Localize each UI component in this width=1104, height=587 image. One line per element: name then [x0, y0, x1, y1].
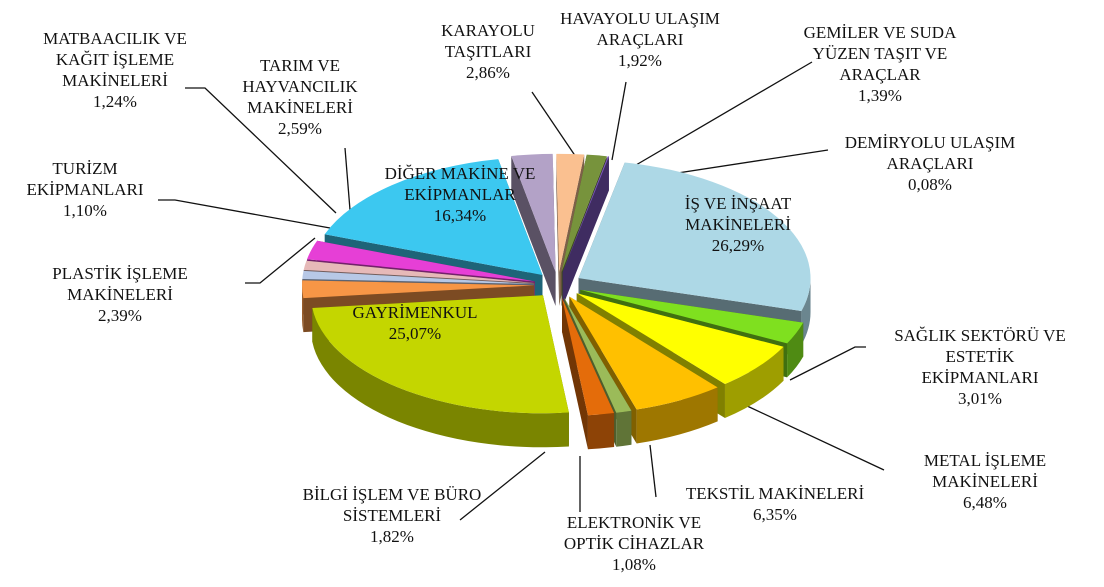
leader — [459, 451, 546, 521]
slice-label: ELEKTRONİK VE OPTİK CİHAZLAR 1,08% — [559, 512, 709, 575]
slice-label: KARAYOLU TAŞITLARI 2,86% — [413, 20, 563, 83]
value-label: 6,48% — [963, 493, 1007, 512]
value-label: 2,59% — [278, 119, 322, 138]
leader — [245, 237, 316, 284]
slice-top — [578, 162, 811, 311]
slice-top — [569, 296, 718, 410]
slice-label: TURİZM EKİPMANLARI 1,10% — [15, 158, 155, 221]
slice-label: SAĞLIK SEKTÖRÜ VE ESTETİK EKİPMANLARI 3,0… — [890, 325, 1070, 409]
slice-side — [787, 322, 804, 378]
value-label: 26,29% — [711, 236, 765, 255]
value-label: 16,34% — [433, 206, 487, 225]
slice-top — [302, 280, 535, 299]
slice-top — [580, 289, 804, 344]
slice-top — [307, 240, 535, 282]
category-label: METAL İŞLEME MAKİNELERİ — [923, 451, 1047, 491]
slice — [562, 156, 609, 307]
slice-top — [576, 293, 784, 385]
slice-side — [801, 278, 811, 345]
slice-label: GAYRİMENKUL 25,07% — [335, 302, 495, 344]
slice-label: İŞ VE İNŞAAT MAKİNELERİ 26,29% — [653, 193, 823, 256]
leader — [649, 444, 657, 498]
slice-face — [562, 156, 609, 307]
slice-label: MATBAACILIK VE KAĞIT İŞLEME MAKİNELERİ 1,… — [15, 28, 215, 112]
slice-top — [562, 156, 609, 273]
value-label: 1,10% — [63, 201, 107, 220]
slice-label: TEKSTİL MAKİNELERİ 6,35% — [650, 483, 900, 525]
category-label: TARIM VE HAYVANCILIK MAKİNELERİ — [242, 56, 358, 117]
slice-label: BİLGİ İŞLEM VE BÜRO SİSTEMLERİ 1,82% — [267, 484, 517, 547]
slice-top — [324, 159, 543, 275]
slice-label: DEMİRYOLU ULAŞIM ARAÇLARI 0,08% — [830, 132, 1030, 195]
category-label: ELEKTRONİK VE OPTİK CİHAZLAR — [563, 513, 705, 553]
value-label: 2,39% — [98, 306, 142, 325]
slice-top — [564, 297, 632, 413]
slice-side — [587, 413, 615, 450]
value-label: 25,07% — [388, 324, 442, 343]
value-label: 1,39% — [858, 86, 902, 105]
slice-label: METAL İŞLEME MAKİNELERİ 6,48% — [910, 450, 1060, 513]
slice-top — [303, 260, 535, 284]
leader — [185, 87, 337, 214]
slice-label: PLASTİK İŞLEME MAKİNELERİ 2,39% — [20, 263, 220, 326]
slice-label: HAVAYOLU ULAŞIM ARAÇLARI 1,92% — [540, 8, 740, 71]
category-label: MATBAACILIK VE KAĞIT İŞLEME MAKİNELERİ — [43, 29, 187, 90]
value-label: 0,08% — [908, 175, 952, 194]
slice-side — [312, 307, 569, 448]
slice-top — [562, 298, 615, 416]
value-label: 1,82% — [370, 527, 414, 546]
leader-lines — [158, 61, 885, 521]
category-label: SAĞLIK SEKTÖRÜ VE ESTETİK EKİPMANLARI — [894, 326, 1066, 387]
slice-label: DİĞER MAKİNE VE EKİPMANLAR 16,34% — [370, 163, 550, 226]
slice-label: GEMİLER VE SUDA YÜZEN TAŞIT VE ARAÇLAR 1,… — [790, 22, 970, 106]
slice-top — [312, 295, 569, 414]
slice-top — [556, 153, 585, 272]
category-label: GAYRİMENKUL — [352, 303, 478, 322]
value-label: 1,92% — [618, 51, 662, 70]
leader — [744, 404, 885, 471]
slice-face — [556, 153, 560, 306]
value-label: 3,01% — [958, 389, 1002, 408]
leader — [158, 199, 331, 229]
slice-top — [302, 270, 535, 284]
slice-top — [561, 154, 607, 272]
slice-face — [511, 156, 556, 306]
category-label: KARAYOLU TAŞITLARI — [441, 21, 535, 61]
slice — [562, 298, 615, 450]
category-label: İŞ VE İNŞAAT MAKİNELERİ — [684, 194, 792, 234]
slice-side — [636, 387, 718, 444]
leader — [344, 147, 351, 211]
slice-label: TARIM VE HAYVANCILIK MAKİNELERİ 2,59% — [210, 55, 390, 139]
category-label: TEKSTİL MAKİNELERİ — [685, 484, 865, 503]
leader — [611, 81, 627, 161]
category-label: HAVAYOLU ULAŞIM ARAÇLARI — [560, 9, 720, 49]
value-label: 1,24% — [93, 92, 137, 111]
slice-side — [616, 410, 632, 447]
slice-top — [511, 153, 556, 272]
value-label: 1,08% — [612, 555, 656, 574]
category-label: DEMİRYOLU ULAŞIM ARAÇLARI — [844, 133, 1016, 173]
value-label: 2,86% — [466, 63, 510, 82]
slice — [511, 153, 556, 306]
category-label: BİLGİ İŞLEM VE BÜRO SİSTEMLERİ — [302, 485, 482, 525]
value-label: 6,35% — [753, 505, 797, 524]
slice-face — [562, 298, 588, 450]
slice-side — [302, 285, 304, 333]
category-label: GEMİLER VE SUDA YÜZEN TAŞIT VE ARAÇLAR — [803, 23, 957, 84]
slices — [302, 153, 811, 450]
category-label: DİĞER MAKİNE VE EKİPMANLAR — [384, 164, 536, 204]
category-label: PLASTİK İŞLEME MAKİNELERİ — [52, 264, 188, 304]
leader — [635, 61, 813, 166]
leader — [789, 346, 866, 381]
leader — [531, 91, 579, 161]
slice — [312, 295, 569, 448]
slice-side — [724, 346, 784, 419]
category-label: TURİZM EKİPMANLARI — [26, 159, 144, 199]
